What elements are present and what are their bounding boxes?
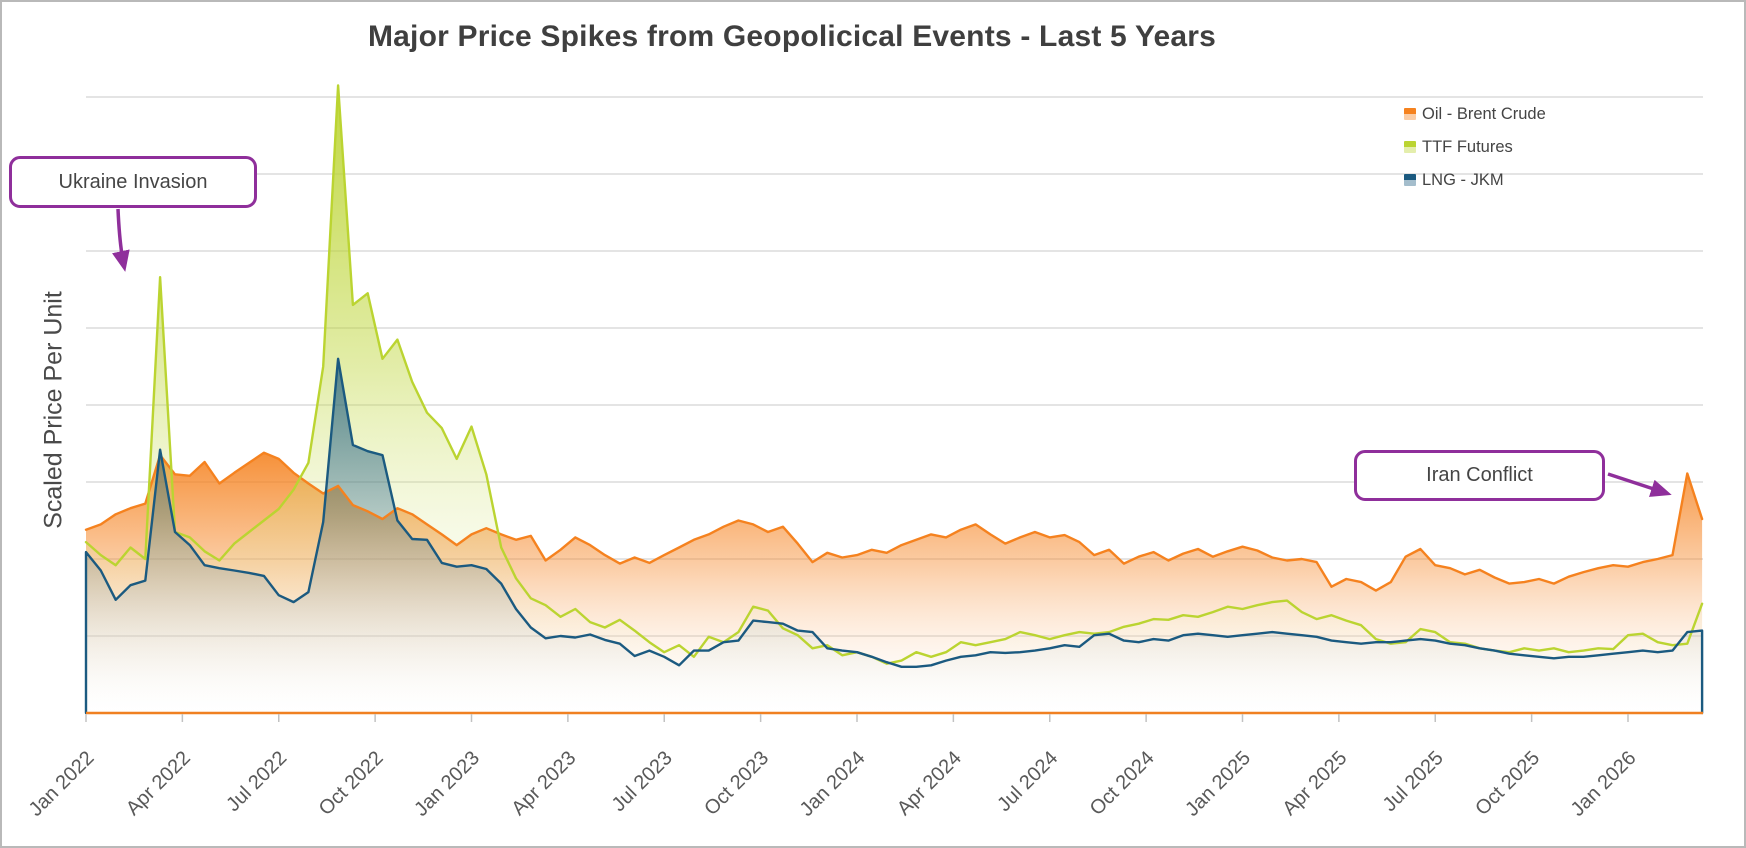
svg-text:Jan 2026: Jan 2026 <box>1567 747 1641 821</box>
svg-text:Apr 2024: Apr 2024 <box>893 747 966 820</box>
svg-text:Jul 2024: Jul 2024 <box>993 747 1062 816</box>
ukraine-invasion-callout: Ukraine Invasion <box>9 156 257 208</box>
svg-text:Oct 2022: Oct 2022 <box>315 747 388 820</box>
jkm-legend-swatch-icon <box>1404 174 1416 186</box>
ukraine-arrow <box>112 208 130 272</box>
svg-text:Jan 2023: Jan 2023 <box>410 747 484 821</box>
svg-text:Jan 2022: Jan 2022 <box>25 747 99 821</box>
chart-legend: Oil - Brent Crude TTF Futures LNG - JKM <box>1404 103 1546 202</box>
x-axis-labels: Jan 2022 Apr 2022 Jul 2022 Oct 2022 Jan 2023… <box>25 747 1641 821</box>
svg-text:Apr 2023: Apr 2023 <box>507 747 580 820</box>
svg-text:Oct 2024: Oct 2024 <box>1086 747 1159 820</box>
legend-label-brent: Oil - Brent Crude <box>1422 104 1546 123</box>
svg-text:Apr 2022: Apr 2022 <box>122 747 195 820</box>
iran-conflict-callout: Iran Conflict <box>1354 450 1605 501</box>
legend-label-ttf: TTF Futures <box>1422 137 1513 156</box>
svg-text:Oct 2023: Oct 2023 <box>700 747 773 820</box>
svg-text:Jul 2022: Jul 2022 <box>222 747 291 816</box>
iran-conflict-label: Iran Conflict <box>1426 464 1533 486</box>
annotation-arrows <box>112 208 1672 497</box>
svg-text:Jul 2023: Jul 2023 <box>608 747 677 816</box>
brent-legend-swatch-icon <box>1404 108 1416 120</box>
ukraine-invasion-label: Ukraine Invasion <box>58 170 208 193</box>
series-lines <box>84 84 1704 715</box>
x-axis <box>85 711 1703 722</box>
legend-item-ttf: TTF Futures <box>1404 136 1546 158</box>
ttf-legend-swatch-icon <box>1404 141 1416 153</box>
svg-text:Jan 2024: Jan 2024 <box>796 747 870 821</box>
svg-text:Apr 2025: Apr 2025 <box>1278 747 1351 820</box>
svg-text:Jul 2025: Jul 2025 <box>1379 747 1448 816</box>
legend-item-jkm: LNG - JKM <box>1404 169 1546 191</box>
legend-label-jkm: LNG - JKM <box>1422 170 1504 189</box>
svg-text:Oct 2025: Oct 2025 <box>1471 747 1544 820</box>
iran-arrow <box>1607 472 1672 497</box>
series-areas <box>86 85 1703 713</box>
svg-text:Jan 2025: Jan 2025 <box>1181 747 1255 821</box>
chart-title: Major Price Spikes from Geopolicical Eve… <box>367 20 1217 53</box>
legend-item-brent: Oil - Brent Crude <box>1404 103 1546 125</box>
